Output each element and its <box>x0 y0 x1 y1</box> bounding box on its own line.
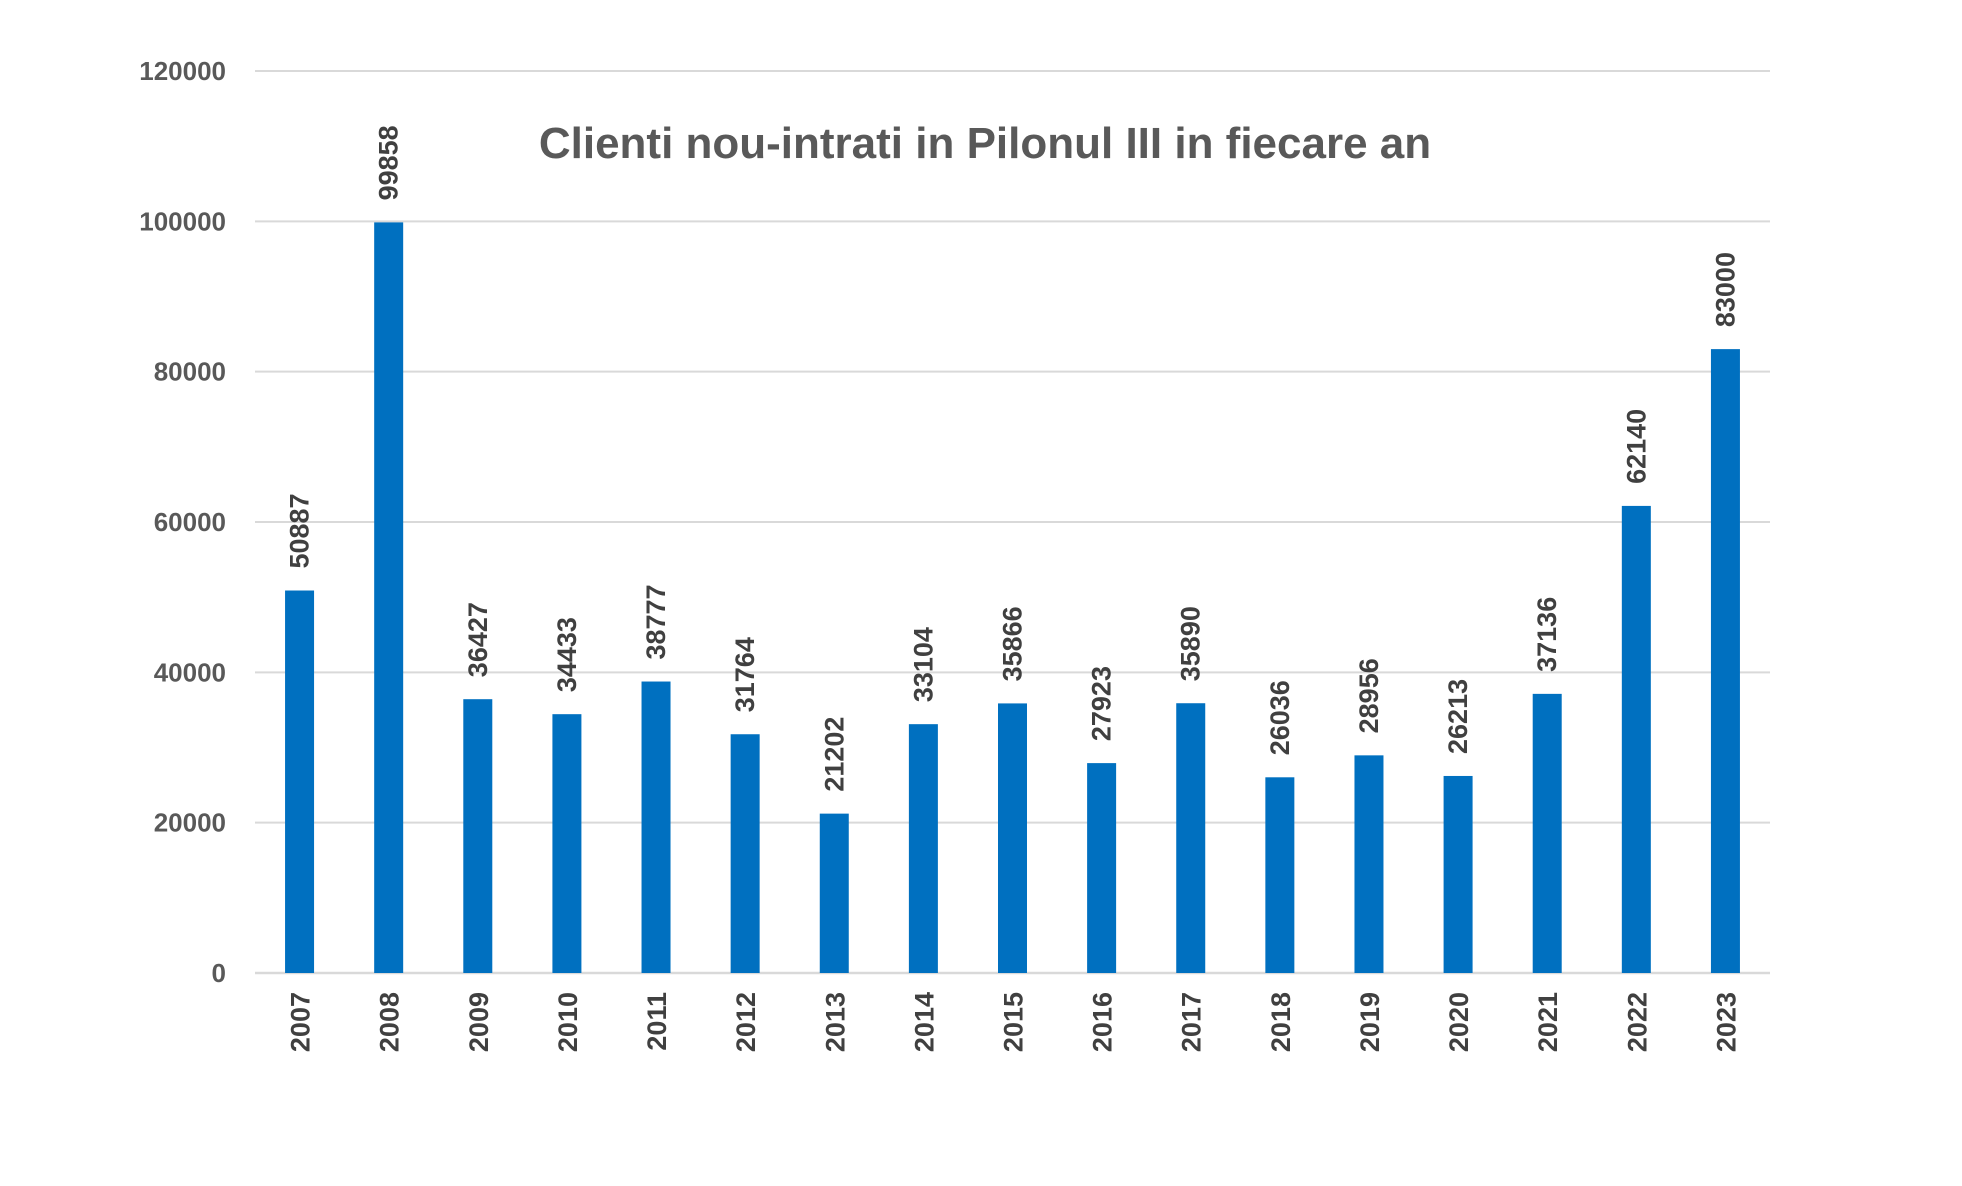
bar-2011 <box>641 681 671 973</box>
data-label-2023: 83000 <box>1710 252 1740 327</box>
x-tick-label-2022: 2022 <box>1622 992 1652 1052</box>
data-label-2016: 27923 <box>1087 666 1117 741</box>
bar-2010 <box>552 714 582 973</box>
data-label-2013: 21202 <box>819 717 849 792</box>
data-label-2019: 28956 <box>1354 658 1384 733</box>
data-labels: 50887 99858 36427 34433 38777 31764 21202 33104… <box>285 125 1741 791</box>
bar-2008 <box>374 222 404 973</box>
bar-2021 <box>1532 693 1562 973</box>
data-label-2007: 50887 <box>285 493 315 568</box>
data-label-2022: 62140 <box>1621 409 1651 484</box>
x-tick-label-2011: 2011 <box>642 992 672 1051</box>
x-tick-label-2017: 2017 <box>1177 992 1207 1052</box>
y-tick-label: 40000 <box>154 657 226 687</box>
data-label-2010: 34433 <box>552 617 582 692</box>
bar-2012 <box>730 734 760 973</box>
y-tick-label: 100000 <box>139 206 226 236</box>
data-label-2008: 99858 <box>374 125 404 200</box>
bar-2014 <box>908 724 938 973</box>
data-label-2014: 33104 <box>908 627 938 702</box>
y-tick-label: 20000 <box>154 808 226 838</box>
data-label-2009: 36427 <box>463 602 493 677</box>
x-tick-label-2020: 2020 <box>1444 992 1474 1052</box>
data-label-2011: 38777 <box>641 584 671 659</box>
data-label-2021: 37136 <box>1532 597 1562 672</box>
x-tick-label-2016: 2016 <box>1088 992 1118 1052</box>
x-tick-label-2023: 2023 <box>1711 992 1741 1052</box>
x-tick-label-2013: 2013 <box>820 992 850 1052</box>
x-tick-label-2007: 2007 <box>286 992 316 1052</box>
chart-title: Clienti nou-intrati in Pilonul III in fi… <box>539 119 1431 168</box>
bar-2023 <box>1710 349 1740 973</box>
bar-2020 <box>1443 775 1473 973</box>
y-tick-label: 120000 <box>139 56 226 86</box>
bar-2022 <box>1621 505 1651 973</box>
x-tick-label-2014: 2014 <box>909 992 939 1052</box>
x-tick-label-2009: 2009 <box>464 992 494 1052</box>
bar-2009 <box>463 699 493 973</box>
bar-2018 <box>1265 777 1295 973</box>
bar-2016 <box>1087 763 1117 973</box>
y-tick-label: 80000 <box>154 357 226 387</box>
data-label-2012: 31764 <box>730 637 760 712</box>
data-label-2018: 26036 <box>1265 680 1295 755</box>
y-tick-label: 60000 <box>154 507 226 537</box>
data-label-2015: 35866 <box>998 606 1028 681</box>
x-tick-label-2010: 2010 <box>553 992 583 1052</box>
x-tick-label-2015: 2015 <box>999 992 1029 1052</box>
data-label-2020: 26213 <box>1443 679 1473 754</box>
x-tick-label-2008: 2008 <box>375 992 405 1052</box>
x-tick-label-2019: 2019 <box>1355 992 1385 1052</box>
y-axis-tick-labels: 0 20000 40000 60000 80000 100000 120000 <box>139 56 226 988</box>
bar-2007 <box>285 590 315 973</box>
bar-2017 <box>1176 703 1206 973</box>
data-label-2017: 35890 <box>1176 606 1206 681</box>
y-tick-label: 0 <box>212 958 226 988</box>
bar-2013 <box>819 813 849 973</box>
x-tick-label-2012: 2012 <box>731 992 761 1052</box>
x-axis-tick-labels: 2007 2008 2009 2010 2011 2012 2013 2014 2015 2016… <box>286 992 1742 1052</box>
x-tick-label-2021: 2021 <box>1533 992 1563 1052</box>
x-tick-label-2018: 2018 <box>1266 992 1296 1052</box>
gridlines <box>255 70 1770 975</box>
bar-2015 <box>998 703 1027 973</box>
bar-2019 <box>1354 755 1384 973</box>
bars <box>285 222 1740 973</box>
